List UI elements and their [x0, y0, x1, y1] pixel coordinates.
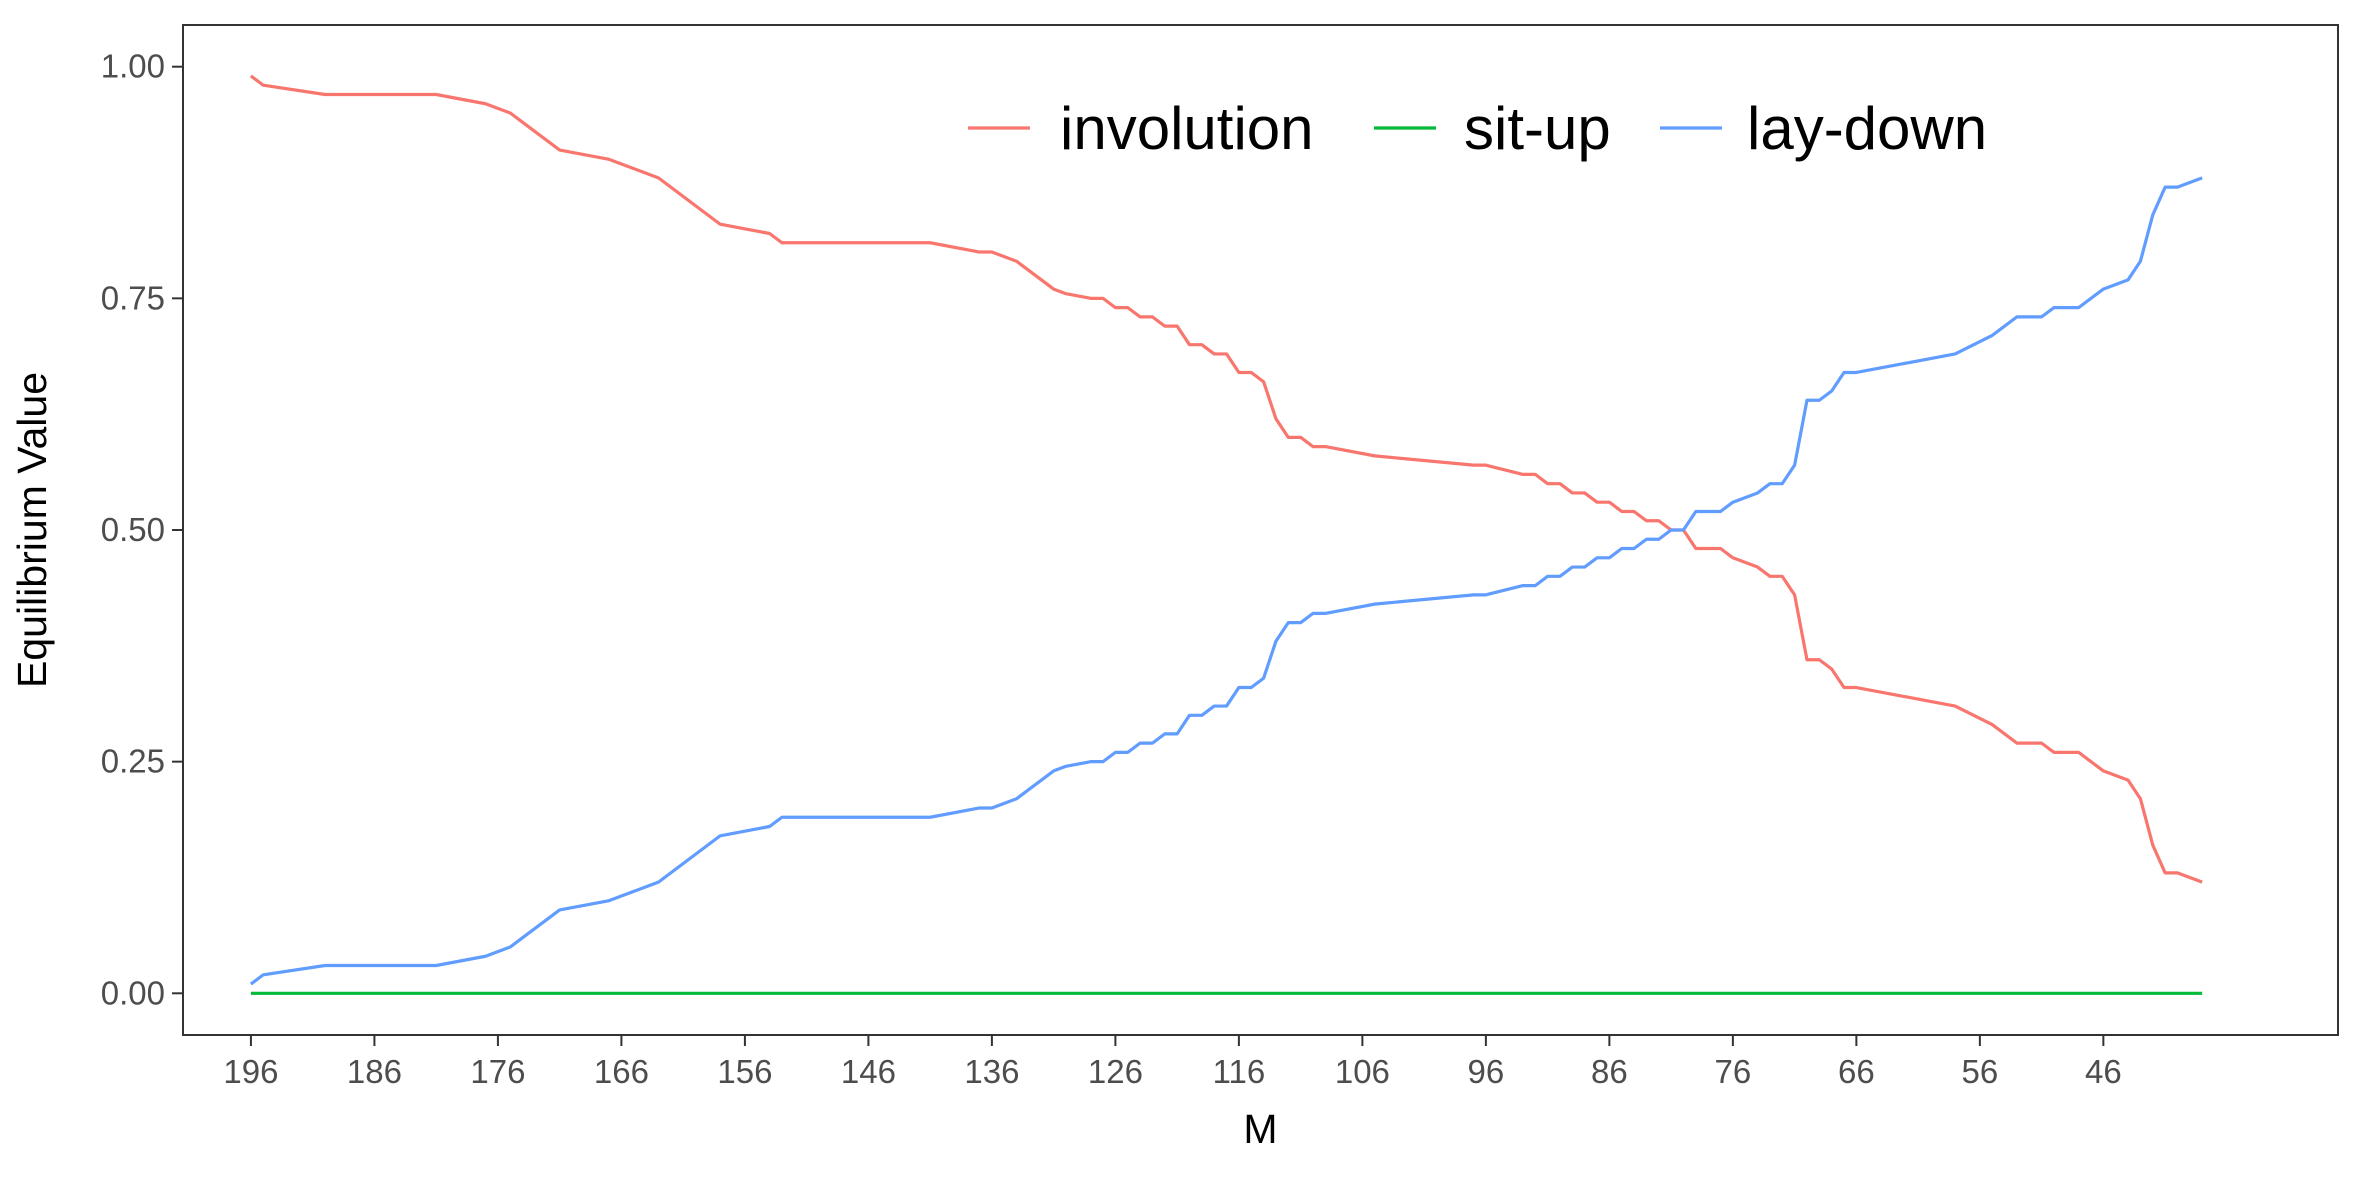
x-tick-label: 106: [1335, 1053, 1390, 1090]
series-line-lay-down: [249, 176, 2203, 986]
y-tick-label: 0.50: [101, 511, 165, 548]
y-tick-label: 1.00: [101, 48, 165, 85]
legend: involution sit-up lay-down: [968, 95, 1987, 162]
x-tick-label: 86: [1591, 1053, 1628, 1090]
x-tick-label: 176: [470, 1053, 525, 1090]
x-tick-label: 76: [1715, 1053, 1752, 1090]
x-tick-label: 186: [347, 1053, 402, 1090]
y-tick-label: 0.25: [101, 743, 165, 780]
legend-label-lay-down: lay-down: [1747, 95, 1987, 162]
series-layer: [249, 74, 2203, 995]
y-tick-label: 0.00: [101, 974, 165, 1011]
y-axis: 0.00 0.25 0.50 0.75 1.00: [101, 48, 183, 1011]
x-tick-label: 56: [1962, 1053, 1999, 1090]
x-tick-label: 166: [594, 1053, 649, 1090]
y-tick-label: 0.75: [101, 279, 165, 316]
x-axis-title: M: [1243, 1106, 1277, 1152]
x-tick-label: 96: [1468, 1053, 1505, 1090]
series-line-involution: [249, 74, 2203, 884]
y-axis-title: Equilibrium Value: [9, 372, 55, 688]
x-tick-label: 146: [841, 1053, 896, 1090]
x-tick-label: 66: [1838, 1053, 1875, 1090]
legend-label-sit-up: sit-up: [1464, 95, 1611, 162]
x-tick-label: 116: [1213, 1053, 1266, 1090]
x-tick-label: 126: [1088, 1053, 1143, 1090]
legend-label-involution: involution: [1060, 95, 1314, 162]
x-tick-label: 196: [223, 1053, 278, 1090]
x-tick-label: 156: [717, 1053, 772, 1090]
x-tick-label: 136: [964, 1053, 1019, 1090]
x-tick-label: 46: [2085, 1053, 2122, 1090]
x-axis: 196 186 176 166 156 146 136 126 116 106 96 86 76 66 56…: [223, 1035, 2122, 1090]
